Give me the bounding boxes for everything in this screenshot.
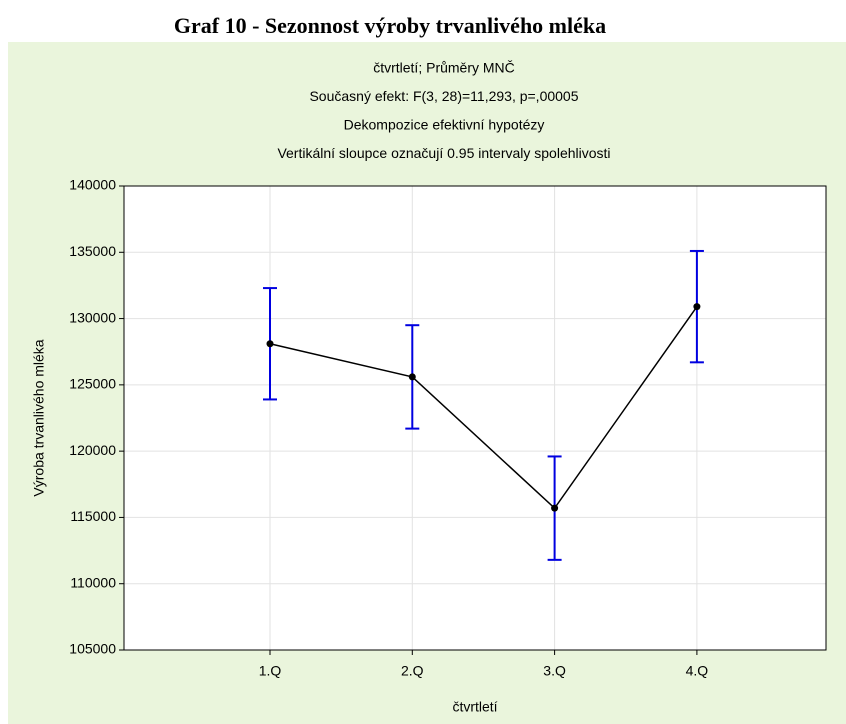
- x-axis-label: čtvrtletí: [452, 699, 497, 715]
- y-tick-label: 120000: [69, 442, 116, 458]
- chart-subtitle: Vertikální sloupce označují 0.95 interva…: [277, 145, 610, 161]
- y-tick-label: 110000: [70, 574, 116, 590]
- y-tick-label: 115000: [70, 508, 116, 524]
- chart-title: Graf 10 - Sezonnost výroby trvanlivého m…: [174, 13, 606, 38]
- chart-subtitle: Dekompozice efektivní hypotézy: [344, 117, 545, 133]
- x-tick-label: 4.Q: [686, 663, 709, 679]
- point: [266, 340, 274, 348]
- y-tick-label: 140000: [69, 177, 116, 193]
- chart-subtitle: čtvrtletí; Průměry MNČ: [373, 60, 515, 76]
- y-tick-label: 105000: [69, 641, 116, 657]
- chart-subtitle: Současný efekt: F(3, 28)=11,293, p=,0000…: [309, 88, 578, 104]
- y-axis-label: Výroba trvanlivého mléka: [31, 339, 47, 496]
- point: [551, 504, 559, 512]
- x-tick-label: 2.Q: [401, 663, 424, 679]
- x-tick-label: 1.Q: [259, 663, 282, 679]
- line: [269, 306, 698, 510]
- plot-border: [123, 185, 827, 651]
- point: [693, 303, 701, 311]
- y-tick-label: 125000: [69, 376, 116, 392]
- plot-area: [124, 186, 826, 650]
- y-tick-label: 135000: [69, 243, 116, 259]
- y-tick-label: 130000: [69, 309, 116, 325]
- x-tick-label: 3.Q: [543, 663, 566, 679]
- point: [408, 373, 416, 381]
